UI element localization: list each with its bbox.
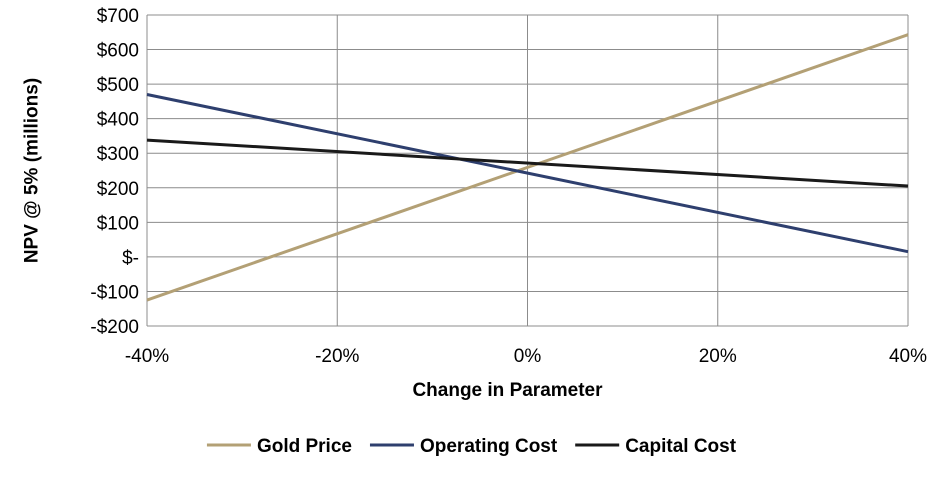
y-tick-label: $- — [122, 248, 139, 269]
grid — [146, 14, 909, 327]
y-tick-label: -$200 — [90, 317, 139, 338]
y-tick-label: -$100 — [90, 282, 139, 303]
y-tick-label: $200 — [97, 179, 139, 200]
y-axis-title: NPV @ 5% (millions) — [22, 78, 43, 263]
y-tick-label: $100 — [97, 213, 139, 234]
series-line-capital-cost — [146, 138, 909, 188]
x-tick-label: -40% — [125, 346, 169, 367]
x-tick-labels: -40% -20% 0% 20% 40% — [125, 346, 927, 367]
y-tick-labels: -$200 -$100 $- $100 $200 $300 $400 $500 $600 $700 — [90, 6, 139, 338]
y-tick-label: $300 — [97, 144, 139, 165]
y-tick-label: $600 — [97, 41, 139, 62]
legend-item-operating-cost: Operating Cost — [369, 436, 558, 457]
y-tick-label: $700 — [97, 6, 139, 27]
legend-item-gold-price: Gold Price — [206, 436, 352, 457]
legend-label: Capital Cost — [625, 436, 737, 457]
y-tick-label: $400 — [97, 110, 139, 131]
legend-label: Gold Price — [257, 436, 352, 457]
series-lines — [146, 33, 909, 302]
series-line-gold-price — [146, 33, 909, 302]
x-tick-label: 40% — [889, 346, 927, 367]
x-tick-label: -20% — [315, 346, 359, 367]
x-axis-title: Change in Parameter — [412, 380, 603, 401]
y-tick-label: $500 — [97, 75, 139, 96]
series-line-operating-cost — [146, 93, 909, 254]
legend-label: Operating Cost — [420, 436, 558, 457]
legend-item-capital-cost: Capital Cost — [575, 436, 737, 457]
x-tick-label: 0% — [514, 346, 542, 367]
x-tick-label: 20% — [699, 346, 737, 367]
legend: Gold Price Operating Cost Capital Cost — [206, 436, 737, 457]
